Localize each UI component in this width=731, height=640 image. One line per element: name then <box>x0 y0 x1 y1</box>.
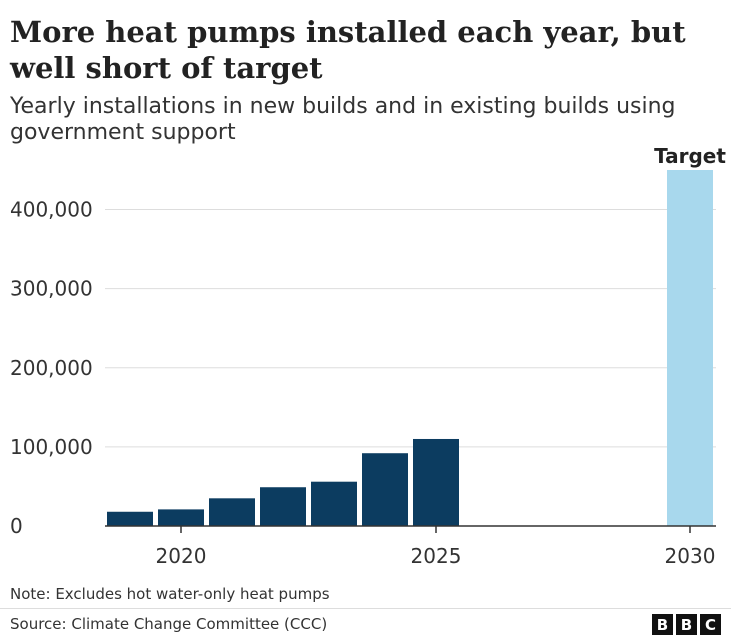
target-bar <box>667 170 713 526</box>
target-label: Target <box>654 144 726 168</box>
y-tick-label: 300,000 <box>10 277 93 301</box>
bbc-logo: B B C <box>652 614 721 635</box>
x-tick-label: 2030 <box>665 544 716 568</box>
x-tick-label: 2020 <box>156 544 207 568</box>
y-tick-label: 0 <box>10 514 23 538</box>
bar <box>209 498 255 526</box>
chart-note: Note: Excludes hot water-only heat pumps <box>10 585 330 603</box>
chart-subtitle: Yearly installations in new builds and i… <box>10 94 676 145</box>
bbc-logo-letter: C <box>700 614 721 635</box>
bar <box>362 453 408 526</box>
chart-source: Source: Climate Change Committee (CCC) <box>10 615 328 633</box>
bar <box>158 509 204 526</box>
y-tick-label: 400,000 <box>10 198 93 222</box>
bbc-logo-letter: B <box>652 614 673 635</box>
x-tick-label: 2025 <box>411 544 462 568</box>
bar <box>311 481 357 526</box>
bar <box>107 511 153 526</box>
y-tick-label: 100,000 <box>10 435 93 459</box>
bbc-logo-letter: B <box>676 614 697 635</box>
bar <box>260 487 306 526</box>
y-tick-label: 200,000 <box>10 356 93 380</box>
footer-divider <box>0 608 731 609</box>
bar <box>413 438 459 526</box>
chart-title: More heat pumps installed each year, but… <box>10 15 686 85</box>
bar-chart: 0 100,000 200,000 300,000 400,000 Target 2020 2… <box>10 144 726 568</box>
